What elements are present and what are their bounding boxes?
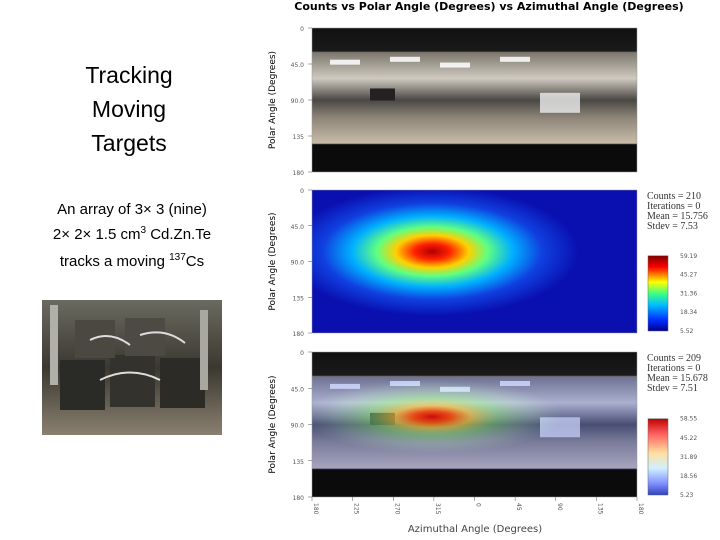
x-axis-label: Azimuthal Angle (Degrees): [408, 524, 542, 535]
colorbar-tick-label: 45.22: [680, 435, 697, 442]
figure: Counts vs Polar Angle (Degrees) vs Azimu…: [268, 0, 708, 535]
stat-text: Mean = 15.756: [647, 211, 708, 222]
description-line: tracks a moving 137Cs: [60, 252, 204, 270]
y-axis-label: Polar Angle (Degrees): [268, 212, 278, 310]
stat-text: Iterations = 0: [647, 363, 700, 374]
description-line: An array of 3× 3 (nine): [57, 201, 207, 218]
colorbar-tick-label: 18.34: [680, 309, 697, 316]
figure-title: Counts vs Polar Angle (Degrees) vs Azimu…: [294, 0, 683, 13]
overlay: [312, 376, 637, 470]
x-tick-label: 315: [434, 503, 441, 515]
ceiling-light: [390, 56, 420, 62]
colorbar-tick-label: 31.89: [680, 454, 697, 461]
colorbar: [647, 418, 669, 496]
text: Cs: [186, 253, 204, 270]
y-tick-label: 90.0: [291, 98, 305, 105]
x-tick-label: 135: [596, 503, 603, 515]
text: tracks a moving: [60, 253, 169, 270]
room-object: [370, 88, 395, 101]
colorbar-tick-label: 5.52: [680, 328, 694, 335]
y-tick-label: 135: [293, 134, 305, 141]
y-tick-label: 45.0: [291, 224, 305, 231]
slide-title: Tracking Moving Targets: [85, 62, 172, 156]
image-panel: [312, 28, 637, 172]
superscript: 3: [140, 225, 146, 236]
x-tick-label: 180: [312, 503, 319, 515]
description: An array of 3× 3 (nine) 2× 2× 1.5 cm3 Cd…: [53, 201, 211, 270]
y-tick-label: 45.0: [291, 386, 305, 393]
y-tick-label: 0: [300, 350, 304, 357]
ceiling-light: [330, 59, 360, 65]
image-panel: [312, 190, 637, 333]
colorbar-tick-label: 59.19: [680, 253, 697, 260]
title-line: Tracking: [85, 62, 172, 88]
colorbar: [647, 255, 669, 332]
colorbar-tick-label: 45.27: [680, 272, 697, 279]
ceiling-light: [440, 62, 470, 68]
y-tick-label: 180: [293, 170, 305, 177]
text: 2× 2× 1.5 cm: [53, 226, 141, 243]
colorbar-tick-label: 31.36: [680, 290, 697, 297]
y-tick-label: 0: [300, 26, 304, 33]
title-line: Targets: [91, 130, 166, 156]
colorbar-tick-label: 18.56: [680, 473, 697, 480]
y-tick-label: 0: [300, 188, 304, 195]
x-tick-label: 90: [556, 503, 563, 511]
x-tick-label: 180: [637, 503, 644, 515]
title-line: Moving: [92, 96, 166, 122]
y-tick-label: 135: [293, 295, 305, 302]
x-tick-label: 270: [393, 503, 400, 515]
y-axis-label: Polar Angle (Degrees): [268, 375, 278, 473]
x-tick-label: 225: [353, 503, 360, 515]
detector-photo: [42, 300, 222, 435]
stat-text: Stdev = 7.53: [647, 221, 698, 232]
stat-text: Counts = 210: [647, 191, 701, 202]
room-object: [540, 92, 580, 113]
colorbar-tick-label: 58.55: [680, 416, 697, 423]
y-tick-label: 45.0: [291, 62, 305, 69]
y-tick-label: 180: [293, 495, 305, 502]
stat-text: Mean = 15.678: [647, 373, 708, 384]
y-axis-label: Polar Angle (Degrees): [268, 51, 278, 149]
y-tick-label: 90.0: [291, 260, 305, 267]
stat-text: Stdev = 7.51: [647, 383, 698, 394]
description-line: 2× 2× 1.5 cm3 Cd.Zn.Te: [53, 225, 211, 243]
x-tick-label: 0: [475, 503, 482, 507]
x-tick-label: 45: [515, 503, 522, 511]
y-tick-label: 90.0: [291, 423, 305, 430]
y-tick-label: 135: [293, 459, 305, 466]
colorbar-tick-label: 5.23: [680, 492, 694, 499]
stat-text: Iterations = 0: [647, 201, 700, 212]
superscript: 137: [169, 252, 186, 263]
ceiling-light: [500, 56, 530, 62]
y-tick-label: 180: [293, 331, 305, 338]
text: Cd.Zn.Te: [146, 226, 211, 243]
stat-text: Counts = 209: [647, 353, 701, 364]
text: An array of 3× 3 (nine): [57, 201, 207, 218]
